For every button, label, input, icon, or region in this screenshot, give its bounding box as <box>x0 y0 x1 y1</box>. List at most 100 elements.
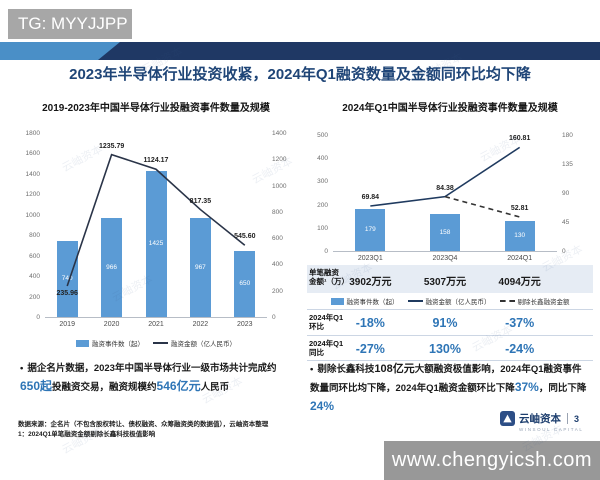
y-axis-tick-right: 600 <box>272 235 283 243</box>
y-axis-tick-left: 600 <box>29 252 40 260</box>
footnote-source: 数据来源：企名片（不包含股权转让、债权融资、众筹融资类的数据值），云岫资本整理 <box>18 421 269 428</box>
right-bullet: • 剔除长鑫科技108亿元大额融资极值影响，2024年Q1融资事件数量同环比均下降… <box>310 361 588 415</box>
y-axis-tick-left: 0 <box>36 314 40 321</box>
bar <box>355 209 386 251</box>
y-axis-tick-left: 300 <box>317 178 328 186</box>
bullet-dot: • <box>310 364 314 375</box>
x-axis-label: 2023Q4 <box>432 255 458 262</box>
left-bullet-text: 据企名片数据，2023年中国半导体行业一级市场共计完成约 650起投融资交易，融资… <box>20 363 276 393</box>
y-axis-tick-right: 0 <box>562 248 566 255</box>
right-chart-title: 2024年Q1中国半导体行业投融资事件数量及规模 <box>342 103 558 114</box>
bullet-segment: 37% <box>514 380 539 395</box>
url-watermark-text: www.chengyicsh.com <box>391 449 593 471</box>
url-watermark-bar: www.chengyicsh.com <box>384 441 600 480</box>
table-cell: -37% <box>505 316 535 330</box>
tg-label: TG: MYYJJPP <box>18 14 128 33</box>
left-chart: 1800 1600 1400 1200 1000 800 600 400 200 0 1400 120… <box>15 115 297 337</box>
line-point-label: 84.38 <box>436 184 454 192</box>
legend-item: 融资金额（亿人民币） <box>407 296 491 306</box>
bar-value-label: 967 <box>194 263 206 271</box>
x-axis-label: 2023 <box>237 321 253 328</box>
table-cell: 130% <box>429 342 461 356</box>
y-axis-tick-left: 1000 <box>25 211 40 219</box>
legend-item: 剔除长鑫融资金额 <box>499 296 570 306</box>
y-axis-tick-left: 500 <box>317 132 328 139</box>
line-point-label: 69.84 <box>361 193 380 201</box>
y-axis-tick-left: 200 <box>317 201 328 209</box>
x-axis-label: 2024Q1 <box>507 255 533 262</box>
bullet-segment: 24% <box>310 398 335 413</box>
slide-title: 2023年半导体行业投资收紧，2024年Q1融资数量及金额同环比均下降 <box>69 66 531 83</box>
page-number: 3 <box>574 413 580 424</box>
legend-swatch-bar <box>76 339 89 347</box>
y-axis-tick-left: 1600 <box>25 150 40 158</box>
bullet-segment: 108亿元 <box>374 363 415 375</box>
left-chart-panel: 2019-2023年中国半导体行业投融资事件数量及规模 1800 1600 1400… <box>15 99 297 348</box>
bullet-segment: 546亿元 <box>156 378 201 393</box>
bar-value-label: 130 <box>514 231 526 239</box>
y-axis-tick-right: 1000 <box>272 182 287 190</box>
y-axis-tick-right: 400 <box>272 261 283 269</box>
line-point-label: 235.96 <box>56 289 78 297</box>
bar-value-label: 1425 <box>148 240 164 248</box>
line-point-label: 160.81 <box>508 135 531 143</box>
bullet-segment: 650起 <box>20 378 53 393</box>
y-axis-tick-left: 400 <box>317 155 328 163</box>
bar <box>504 220 535 251</box>
y-axis-tick-right: 1200 <box>272 156 287 164</box>
y-axis-tick-right: 0 <box>272 314 276 321</box>
bullet-segment: 投融资交易，融资规模约 <box>52 381 157 393</box>
legend-item: 融资金额（亿人民币） <box>153 338 236 348</box>
y-axis-tick-left: 100 <box>317 224 328 232</box>
left-chart-title: 2019-2023年中国半导体行业投融资事件数量及规模 <box>42 103 270 114</box>
legend-swatch-line <box>153 342 168 344</box>
y-axis-tick-left: 0 <box>324 248 328 255</box>
right-chart-legend: 融资事件数（起） 融资金额（亿人民币） 剔除长鑫融资金额 <box>307 296 593 306</box>
legend-item: 融资事件数（起） <box>330 296 399 306</box>
bullet-segment: 据企名片数据，2023年中国半导体行业一级市场共计完成约 <box>27 363 277 374</box>
left-chart-legend: 融资事件数（起） 融资金额（亿人民币） <box>15 338 297 348</box>
bullet-segment: 人民币 <box>200 381 230 393</box>
header-band <box>0 42 600 60</box>
y-axis-tick-right: 45 <box>562 219 570 226</box>
y-axis-tick-right: 180 <box>562 132 573 139</box>
bullet-segment: ，同比下降 <box>538 383 587 395</box>
y-axis-tick-left: 400 <box>29 273 40 281</box>
legend-swatch-bar <box>330 297 344 305</box>
y-axis-tick-left: 1800 <box>25 130 40 137</box>
line-point-label: 52.81 <box>510 204 529 212</box>
line-point-label: 1124.17 <box>143 157 169 165</box>
left-bullet: • 据企名片数据，2023年中国半导体行业一级市场共计完成约 650起投融资交易，融… <box>20 362 292 395</box>
table-cell: 5307万元 <box>423 277 467 288</box>
logo-divider <box>567 413 568 424</box>
y-axis-tick-left: 1400 <box>25 170 40 178</box>
bullet-dot: • <box>20 363 24 374</box>
table-cell: -27% <box>355 342 385 356</box>
y-axis-tick-right: 135 <box>562 161 573 168</box>
tg-label-box: TG: MYYJJPP <box>8 9 132 39</box>
y-axis-tick-right: 1400 <box>272 130 287 137</box>
footnotes: 数据来源：企名片（不包含股权转让、债权融资、众筹融资类的数据值），云岫资本整理 … <box>18 420 398 440</box>
x-axis-label: 2021 <box>148 321 164 328</box>
qoq-row: 2024年Q1 环比 -18% 91% -37% <box>307 309 593 334</box>
bar-value-label: 158 <box>439 228 451 236</box>
logo-mountain-icon <box>500 411 515 426</box>
bar-value-label: 740 <box>61 275 73 283</box>
y-axis-tick-left: 200 <box>29 293 40 301</box>
table-cell: -24% <box>505 342 535 356</box>
logo-subtitle: WINSOUL CAPITAL <box>519 427 584 432</box>
yoy-row: 2024年Q1 同比 -27% 130% -24% <box>307 335 593 361</box>
y-axis-tick-left: 1200 <box>25 191 40 199</box>
plot-area <box>45 133 267 318</box>
footnote-note1: 1：2024Q1单笔融资金额剔除长鑫科技极值影响 <box>18 431 156 438</box>
bar-value-label: 650 <box>239 279 251 287</box>
table-cell: 91% <box>432 316 458 330</box>
per-deal-row: 单笔融资 金额¹（万） 3902万元 5307万元 4094万元 <box>307 265 593 293</box>
logo-name: 云岫资本 <box>519 413 561 425</box>
bullet-segment: 剔除长鑫科技 <box>317 364 375 375</box>
right-chart-panel: 2024年Q1中国半导体行业投融资事件数量及规模 500 400 300 200 100… <box>307 99 593 361</box>
x-axis-label: 2020 <box>103 321 120 328</box>
legend-item: 融资事件数（起） <box>76 338 144 348</box>
y-axis-tick-right: 90 <box>562 190 570 197</box>
